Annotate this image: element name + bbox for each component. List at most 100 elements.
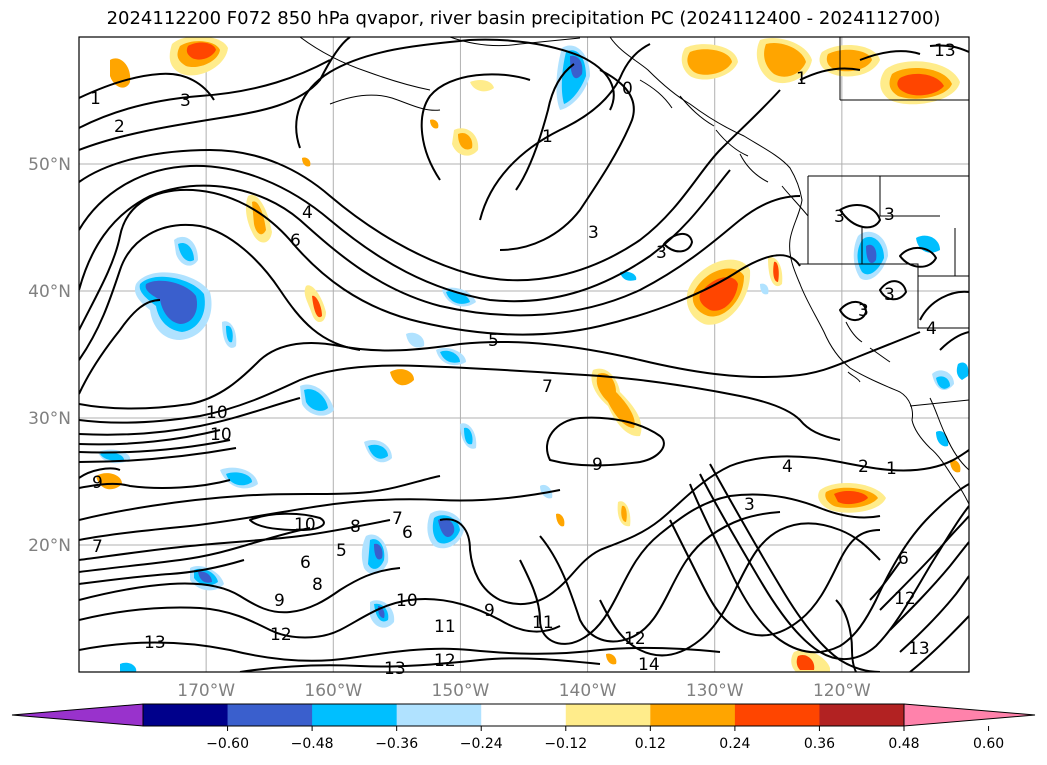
lon-label: 120°W xyxy=(813,681,871,701)
contour-line xyxy=(79,89,781,282)
contour-line xyxy=(939,331,969,351)
contour-labels: 1 2 3 1 3 4 6 0 1 3 3 5 7 10 10 9 9 4 2 … xyxy=(90,41,956,679)
contour-label: 9 xyxy=(92,473,103,493)
precip-blob xyxy=(145,280,198,324)
precip-blob xyxy=(438,518,455,537)
contour-line xyxy=(515,63,575,191)
contour-line xyxy=(79,59,331,129)
precip-blob xyxy=(440,350,460,363)
contour-label: 6 xyxy=(898,549,909,569)
contour-label: 3 xyxy=(858,301,869,321)
precip-blob xyxy=(606,653,617,665)
colorbar-tick-label: 0.60 xyxy=(973,736,1004,752)
precip-blob xyxy=(950,459,961,473)
precip-blob xyxy=(178,242,194,262)
contour-line xyxy=(79,72,215,101)
contour-label: 10 xyxy=(210,425,232,445)
contour-label: 12 xyxy=(434,651,456,671)
colorbar-tick-label: −0.48 xyxy=(291,736,334,752)
lon-label: 170°W xyxy=(177,681,235,701)
contour-line xyxy=(545,416,665,467)
precip-blob xyxy=(312,295,322,318)
lon-label: 130°W xyxy=(686,681,744,701)
contour-line xyxy=(79,429,221,446)
contour-line xyxy=(519,493,881,645)
contour-line xyxy=(79,299,161,395)
contour-line xyxy=(879,515,969,611)
colorbar-segment xyxy=(734,704,820,726)
contour-label: 7 xyxy=(92,537,103,557)
precip-blob xyxy=(304,389,328,411)
contour-line xyxy=(79,559,245,585)
country-border xyxy=(909,399,969,407)
contour-label: 14 xyxy=(638,655,660,675)
contour-line xyxy=(839,204,881,229)
colorbar-segment xyxy=(819,704,905,726)
contour-line xyxy=(249,512,325,531)
precip-blob xyxy=(596,373,635,428)
precip-blob xyxy=(470,80,494,92)
contour-line xyxy=(859,44,969,61)
contour-line xyxy=(919,290,969,321)
precip-blob xyxy=(620,271,637,281)
contour-label: 8 xyxy=(350,517,361,537)
contour-label: 9 xyxy=(484,601,495,621)
precip-blob xyxy=(897,73,944,96)
precip-blob xyxy=(186,42,216,60)
contour-line xyxy=(79,364,841,441)
contour-label: 3 xyxy=(884,205,895,225)
contour-label: 13 xyxy=(384,659,406,679)
precip-blob xyxy=(956,362,969,380)
contour-line xyxy=(79,475,441,521)
coastline xyxy=(845,321,891,363)
contour-label: 7 xyxy=(392,509,403,529)
coastline xyxy=(739,153,809,217)
contour-label: 3 xyxy=(834,207,845,227)
precip-blob xyxy=(773,261,779,282)
contour-line xyxy=(879,280,907,301)
colorbar-extend-low xyxy=(11,703,144,727)
contour-label: 12 xyxy=(894,589,916,609)
contour-label: 5 xyxy=(336,541,347,561)
contour-label: 6 xyxy=(300,553,311,573)
contour-label: 2 xyxy=(114,117,125,137)
precip-blob xyxy=(570,55,583,79)
contour-line xyxy=(79,164,731,303)
precip-blob xyxy=(621,505,627,522)
precip-blob xyxy=(226,325,233,343)
lat-label: 20°N xyxy=(28,536,71,556)
contour-label: 9 xyxy=(592,455,603,475)
coastline xyxy=(847,371,861,383)
contour-label: 1 xyxy=(542,127,553,147)
contour-label: 11 xyxy=(434,617,456,637)
contour-line xyxy=(295,38,615,149)
contour-line xyxy=(79,447,237,463)
contour-line xyxy=(839,301,867,321)
contour-line xyxy=(79,439,231,454)
precip-blob xyxy=(120,662,137,672)
contour-line xyxy=(79,567,401,614)
contour-line xyxy=(899,247,937,268)
contour-line xyxy=(79,641,721,662)
longitude-labels: 170°W 160°W 150°W 140°W 130°W 120°W xyxy=(177,681,871,701)
contour-label: 3 xyxy=(744,495,755,515)
contour-line xyxy=(909,615,969,672)
colorbar: −0.60 −0.48 −0.36 −0.24 −0.12 0.12 0.24 0.36 0.4… xyxy=(11,703,1036,752)
precip-blob xyxy=(464,427,473,445)
colorbar-tick-label: −0.60 xyxy=(206,736,249,752)
lon-label: 150°W xyxy=(432,681,490,701)
contour-line xyxy=(79,331,921,410)
contour-label: 0 xyxy=(622,79,633,99)
colorbar-segment xyxy=(565,704,651,726)
lat-label: 50°N xyxy=(28,155,71,175)
contour-label: 10 xyxy=(294,515,316,535)
precip-blob xyxy=(198,571,212,583)
precip-blob xyxy=(556,513,565,527)
contour-label: 4 xyxy=(782,457,793,477)
contour-line xyxy=(689,483,969,654)
map-frame xyxy=(78,36,970,673)
colorbar-segment xyxy=(481,704,567,726)
contour-line xyxy=(709,463,881,672)
contour-label: 12 xyxy=(624,629,646,649)
contour-label: 4 xyxy=(926,319,937,339)
